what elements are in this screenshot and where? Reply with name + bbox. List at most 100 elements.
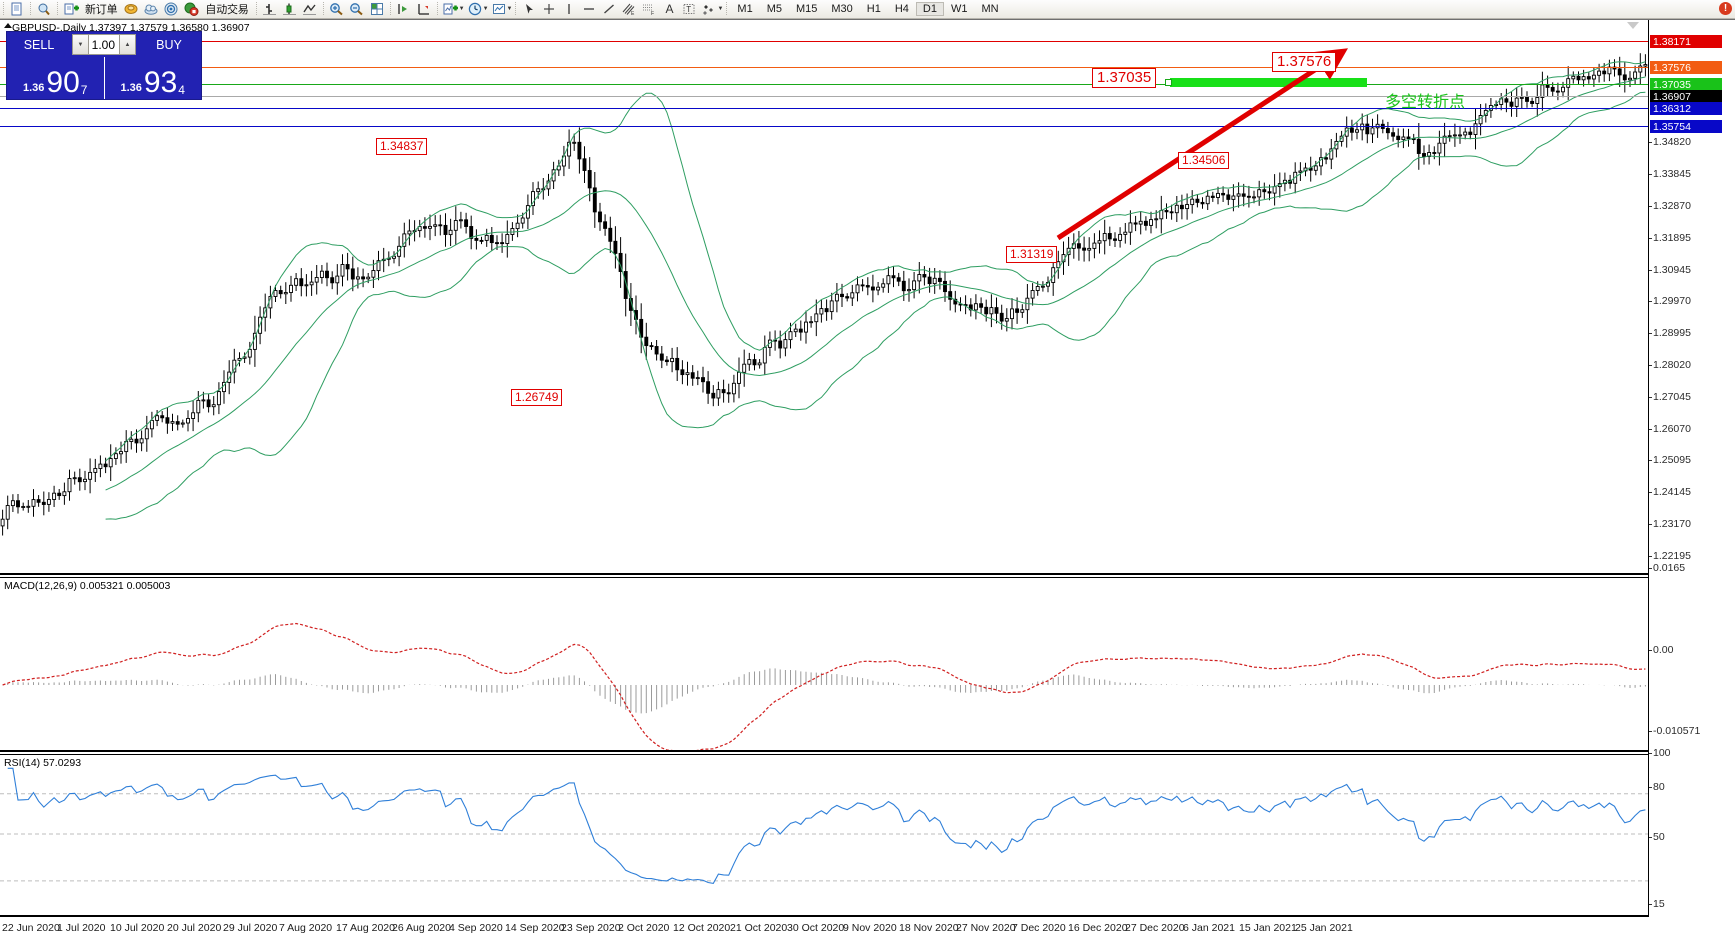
price-pane[interactable]: GBPUSD-,Daily 1.37397 1.37579 1.36580 1.… [0,20,1648,575]
grid-icon[interactable] [367,1,387,18]
zone-handle-left[interactable] [1165,79,1172,86]
rsi-pane[interactable]: RSI(14) 57.0293 [0,754,1648,917]
timeframe-button-m1[interactable]: M1 [737,3,753,15]
chart-scroll-indicator[interactable] [1627,22,1639,29]
signal-icon[interactable] [161,1,181,18]
buy-button[interactable]: 1.36 93 4 [103,57,202,99]
horizontal-line-icon[interactable] [579,1,599,18]
sell-button[interactable]: 1.36 90 7 [7,57,104,99]
price-tick: 1.22195 [1649,550,1691,562]
timeframe-button-m15[interactable]: M15 [795,3,818,15]
timeframe-button-h1[interactable]: H1 [866,3,881,15]
chinese-note[interactable]: 多空转折点 [1385,92,1466,111]
chevron-down-icon[interactable]: ▼ [717,6,724,12]
price-tick: 1.31895 [1649,232,1691,244]
macd-tick: 0.0165 [1648,562,1686,574]
fibonacci-icon[interactable]: F [639,1,659,18]
new-order-icon[interactable] [61,1,81,18]
level-line-137576[interactable] [0,67,1648,68]
date-tick: 2 Oct 2020 [618,922,670,934]
price-badge-136312[interactable]: 1.36312 [1650,102,1722,115]
timeframe-button-d1[interactable]: D1 [915,2,944,16]
equidistant-channel-icon[interactable]: E [619,1,639,18]
candlestick-chart-icon[interactable] [280,1,300,18]
auto-trading-label[interactable]: 自动交易 [205,4,249,16]
toolbar-separator [3,2,4,16]
level-line-135754[interactable] [0,126,1648,127]
time-scale[interactable]: 22 Jun 2020 1 Jul 2020 10 Jul 2020 20 Jul 2… [0,917,1735,941]
view-profiles-icon[interactable] [34,1,54,18]
annotation-134837[interactable]: 1.34837 [376,138,428,155]
cursor-icon[interactable] [519,1,539,18]
annotation-137576[interactable]: 1.37576 [1272,52,1337,72]
toolbar-separator [515,2,517,16]
price-badge-136907[interactable]: 1.36907 [1650,90,1722,103]
date-tick: 9 Nov 2020 [843,922,897,934]
date-tick: 23 Sep 2020 [561,922,621,934]
annotation-131319[interactable]: 1.31319 [1006,246,1058,263]
add-indicator-icon[interactable] [441,1,461,18]
volume-input[interactable]: 1.00 [89,34,119,55]
annotation-134506[interactable]: 1.34506 [1178,152,1230,169]
buy-label[interactable]: BUY [156,37,182,52]
date-tick: 7 Aug 2020 [279,922,333,934]
rsi-series [0,767,1648,885]
auto-trading-icon[interactable] [181,1,201,18]
zoom-out-icon[interactable] [347,1,367,18]
price-tick: 1.34820 [1649,136,1691,148]
cloud-icon[interactable] [141,1,161,18]
toolbar-separator [57,2,58,16]
chart-area[interactable]: GBPUSD-,Daily 1.37397 1.37579 1.36580 1.… [0,19,1735,941]
price-badge-137576[interactable]: 1.37576 [1650,61,1722,74]
arrows-icon[interactable] [699,1,719,18]
annotation-126749[interactable]: 1.26749 [511,389,563,406]
templates-icon[interactable] [489,1,509,18]
new-order-label[interactable]: 新订单 [85,4,118,16]
one-click-trading-panel[interactable]: SELL ▼ 1.00 ▲ BUY 1.36 90 7 1.36 93 4 [6,31,202,100]
volume-stepper[interactable]: ▼ 1.00 ▲ [72,34,136,55]
chevron-down-icon[interactable]: ▼ [506,6,513,12]
timeframe-button-h4[interactable]: H4 [894,3,909,15]
price-badge-135754[interactable]: 1.35754 [1650,120,1722,133]
bar-chart-icon[interactable] [260,1,280,18]
crosshair-icon[interactable] [539,1,559,18]
volume-increment-button[interactable]: ▲ [119,34,136,55]
level-line-138171[interactable] [0,41,1648,42]
text-icon[interactable]: A [665,2,674,16]
timeframe-button-m30[interactable]: M30 [831,3,853,15]
level-line-137035[interactable] [0,84,1648,85]
period-clock-icon[interactable] [465,1,485,18]
chevron-down-icon[interactable]: ▼ [482,6,489,12]
new-chart-icon[interactable] [7,1,27,18]
zoom-in-icon[interactable] [327,1,347,18]
chart-shift-icon[interactable] [414,1,434,18]
price-scale[interactable]: 1.38171 1.37576 1.37035 1.36907 1.36312 1.357… [1648,20,1735,929]
volume-decrement-button[interactable]: ▼ [72,34,89,55]
level-line-136312[interactable] [0,108,1648,109]
price-badge-138171[interactable]: 1.38171 [1650,35,1722,48]
warning-badge[interactable]: ! [1719,2,1732,15]
timeframe-button-mn[interactable]: MN [981,3,999,15]
price-badge-137035[interactable]: 1.37035 [1650,78,1722,91]
macd-pane[interactable]: MACD(12,26,9) 0.005321 0.005003 [0,577,1648,752]
resistance-zone-highlight[interactable] [1170,78,1367,87]
level-line-136907[interactable] [0,96,1648,97]
annotation-137035[interactable]: 1.37035 [1092,68,1157,88]
price-tick: 1.26070 [1649,423,1691,435]
price-tick: 1.30945 [1649,264,1691,276]
macd-tick: 0.00 [1648,644,1674,656]
text-label-icon[interactable]: T [679,1,699,18]
line-chart-icon[interactable] [300,1,320,18]
timeframe-button-m5[interactable]: M5 [766,3,782,15]
chevron-down-icon[interactable]: ▼ [458,6,465,12]
vertical-line-icon[interactable] [559,1,579,18]
timeframe-button-w1[interactable]: W1 [950,3,968,15]
trendline-icon[interactable] [599,1,619,18]
rsi-tick: 100 [1649,747,1671,759]
trend-arrow-icon[interactable] [1040,38,1370,248]
octp-prices: 1.36 90 7 1.36 93 4 [7,57,201,99]
auto-scroll-icon[interactable] [394,1,414,18]
price-tick: 1.33845 [1649,168,1691,180]
wallet-icon[interactable] [121,1,141,18]
sell-label[interactable]: SELL [23,37,55,52]
